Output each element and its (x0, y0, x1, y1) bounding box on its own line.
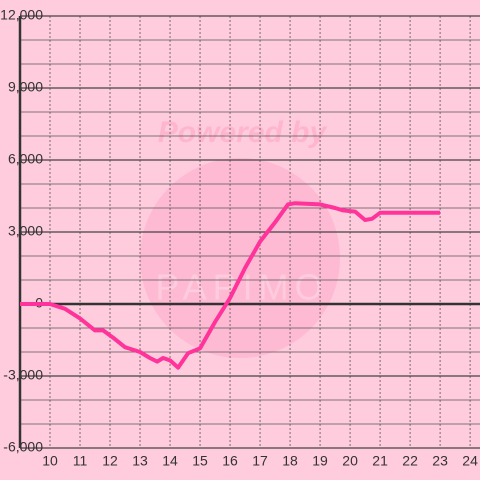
x-tick-label: 14 (162, 453, 178, 469)
x-tick-label: 12 (102, 453, 118, 469)
y-tick-label: -6,000 (3, 439, 43, 455)
y-tick-label: 9,000 (8, 79, 43, 95)
x-tick-label: 20 (342, 453, 358, 469)
x-tick-label: 22 (402, 453, 418, 469)
x-tick-label: 13 (132, 453, 148, 469)
y-tick-label: 6,000 (8, 151, 43, 167)
x-tick-label: 23 (432, 453, 448, 469)
x-tick-label: 17 (252, 453, 268, 469)
y-tick-label: -3,000 (3, 367, 43, 383)
watermark-brand: PAPIMO (155, 267, 328, 308)
x-tick-label: 11 (73, 453, 88, 469)
x-tick-label: 15 (192, 453, 208, 469)
x-tick-label: 10 (42, 453, 58, 469)
y-tick-label: 3,000 (8, 223, 43, 239)
watermark-title: Powered by (158, 116, 328, 149)
x-tick-label: 19 (312, 453, 328, 469)
data-line (20, 201, 441, 370)
x-tick-label: 24 (462, 453, 478, 469)
x-tick-label: 16 (222, 453, 238, 469)
y-tick-label: 12,000 (0, 7, 43, 23)
x-tick-label: 21 (372, 453, 388, 469)
x-tick-label: 18 (282, 453, 298, 469)
